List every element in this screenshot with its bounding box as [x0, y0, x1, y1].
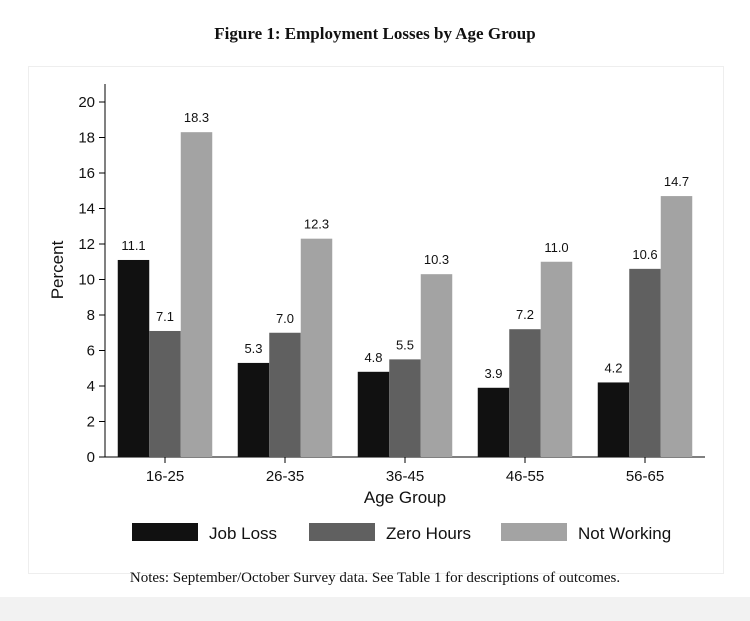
bar-not-working — [420, 274, 453, 457]
bar-zero-hours — [269, 332, 301, 457]
bar-data-label: 10.6 — [632, 247, 657, 262]
y-tick-label: 20 — [78, 94, 95, 111]
bar-not-working — [540, 261, 573, 457]
y-tick-label: 18 — [78, 130, 95, 147]
bar-data-label: 11.0 — [544, 240, 568, 255]
bar-job-loss — [357, 371, 390, 457]
y-tick-label: 2 — [87, 414, 95, 431]
bar-data-label: 5.5 — [396, 337, 414, 352]
y-tick-label: 14 — [78, 201, 95, 218]
bar-zero-hours — [509, 329, 541, 457]
bar-data-label: 4.8 — [364, 350, 382, 365]
bar-data-label: 12.3 — [304, 217, 329, 232]
bar-data-label: 7.2 — [516, 307, 534, 322]
legend-swatch-zero-hours — [309, 523, 375, 541]
bar-not-working — [180, 132, 213, 458]
y-tick-label: 0 — [87, 449, 95, 466]
bar-data-label: 11.1 — [121, 238, 145, 253]
x-axis-label: Age Group — [364, 488, 446, 507]
x-tick-label: 16-25 — [146, 468, 184, 485]
legend-label: Not Working — [578, 524, 671, 543]
bar-zero-hours — [389, 359, 421, 457]
y-tick-label: 16 — [78, 165, 95, 182]
legend-label: Job Loss — [209, 524, 277, 543]
bar-job-loss — [117, 259, 150, 457]
figure-notes: Notes: September/October Survey data. Se… — [129, 570, 621, 586]
bar-zero-hours — [629, 268, 661, 457]
y-tick-label: 8 — [87, 307, 95, 324]
bar-job-loss — [477, 387, 510, 457]
y-tick-label: 4 — [87, 378, 95, 395]
x-tick-label: 36-45 — [386, 468, 424, 485]
bar-data-label: 7.0 — [276, 311, 294, 326]
x-tick-label: 46-55 — [506, 468, 544, 485]
bar-data-label: 5.3 — [244, 341, 262, 356]
bar-data-label: 18.3 — [184, 110, 209, 125]
y-tick-label: 10 — [78, 272, 95, 289]
bar-data-label: 3.9 — [484, 366, 502, 381]
legend-label: Zero Hours — [386, 524, 471, 543]
legend-swatch-not-working — [501, 523, 567, 541]
y-tick-label: 12 — [78, 236, 95, 253]
figure-title: Figure 1: Employment Losses by Age Group — [214, 24, 536, 43]
y-tick-label: 6 — [87, 343, 95, 360]
bar-not-working — [660, 196, 693, 457]
y-axis-label: Percent — [48, 240, 67, 299]
bottom-band — [0, 597, 750, 621]
bar-data-label: 4.2 — [604, 360, 622, 375]
bar-not-working — [300, 238, 333, 457]
bar-data-label: 14.7 — [664, 174, 689, 189]
bar-zero-hours — [149, 330, 181, 457]
bar-job-loss — [237, 362, 270, 457]
bar-data-label: 7.1 — [156, 309, 174, 324]
legend-swatch-job-loss — [132, 523, 198, 541]
bar-job-loss — [597, 382, 630, 457]
x-tick-label: 56-65 — [626, 468, 664, 485]
bar-data-label: 10.3 — [424, 252, 449, 267]
x-tick-label: 26-35 — [266, 468, 304, 485]
bar-chart: 0 2 4 6 8 10 12 14 16 18 20 Percent 16-25 11.1 7.1 18.3… — [48, 84, 705, 543]
